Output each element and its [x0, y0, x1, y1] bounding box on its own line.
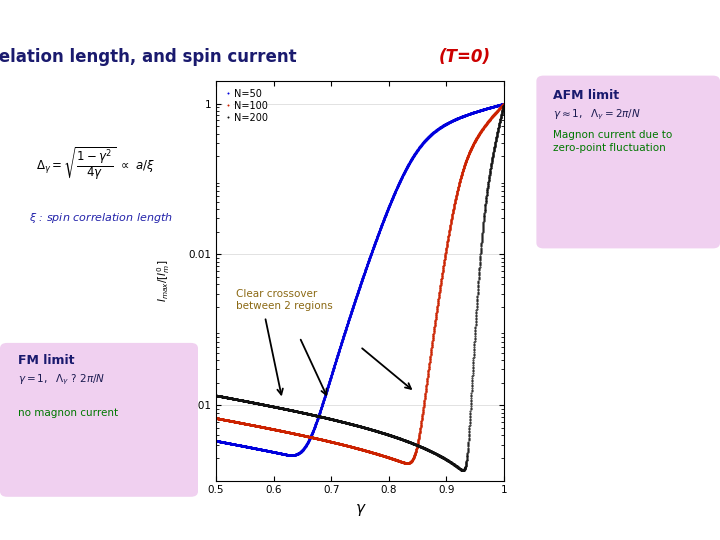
- Text: zero-point fluctuation: zero-point fluctuation: [553, 143, 666, 153]
- Text: (T=0): (T=0): [438, 48, 490, 66]
- Text: no magnon current: no magnon current: [18, 408, 118, 418]
- Text: $\gamma = 1,\ \ \Lambda_\gamma\ ?\ 2\pi/N$: $\gamma = 1,\ \ \Lambda_\gamma\ ?\ 2\pi/…: [18, 373, 105, 387]
- Text: AFM limit: AFM limit: [553, 89, 619, 102]
- Text: Clear crossover
between 2 regions: Clear crossover between 2 regions: [236, 289, 333, 310]
- Text: $\xi$ : spin correlation length: $\xi$ : spin correlation length: [29, 211, 173, 225]
- Text: $\gamma \approx 1,\ \ \Lambda_\gamma = 2\pi/N$: $\gamma \approx 1,\ \ \Lambda_\gamma = 2…: [553, 108, 641, 123]
- Y-axis label: $I_{max}/[I_m^0]$: $I_{max}/[I_m^0]$: [156, 260, 172, 302]
- Text: $\Delta_\gamma = \sqrt{\dfrac{1-\gamma^2}{4\gamma}}\ \propto\ a/\xi$: $\Delta_\gamma = \sqrt{\dfrac{1-\gamma^2…: [36, 146, 155, 183]
- Text: System size, correlation length, and spin current: System size, correlation length, and spi…: [0, 48, 302, 66]
- X-axis label: γ: γ: [356, 501, 364, 516]
- Text: Magnon current due to: Magnon current due to: [553, 130, 672, 140]
- Text: FM limit: FM limit: [18, 354, 74, 367]
- Legend: N=50, N=100, N=200: N=50, N=100, N=200: [221, 86, 271, 126]
